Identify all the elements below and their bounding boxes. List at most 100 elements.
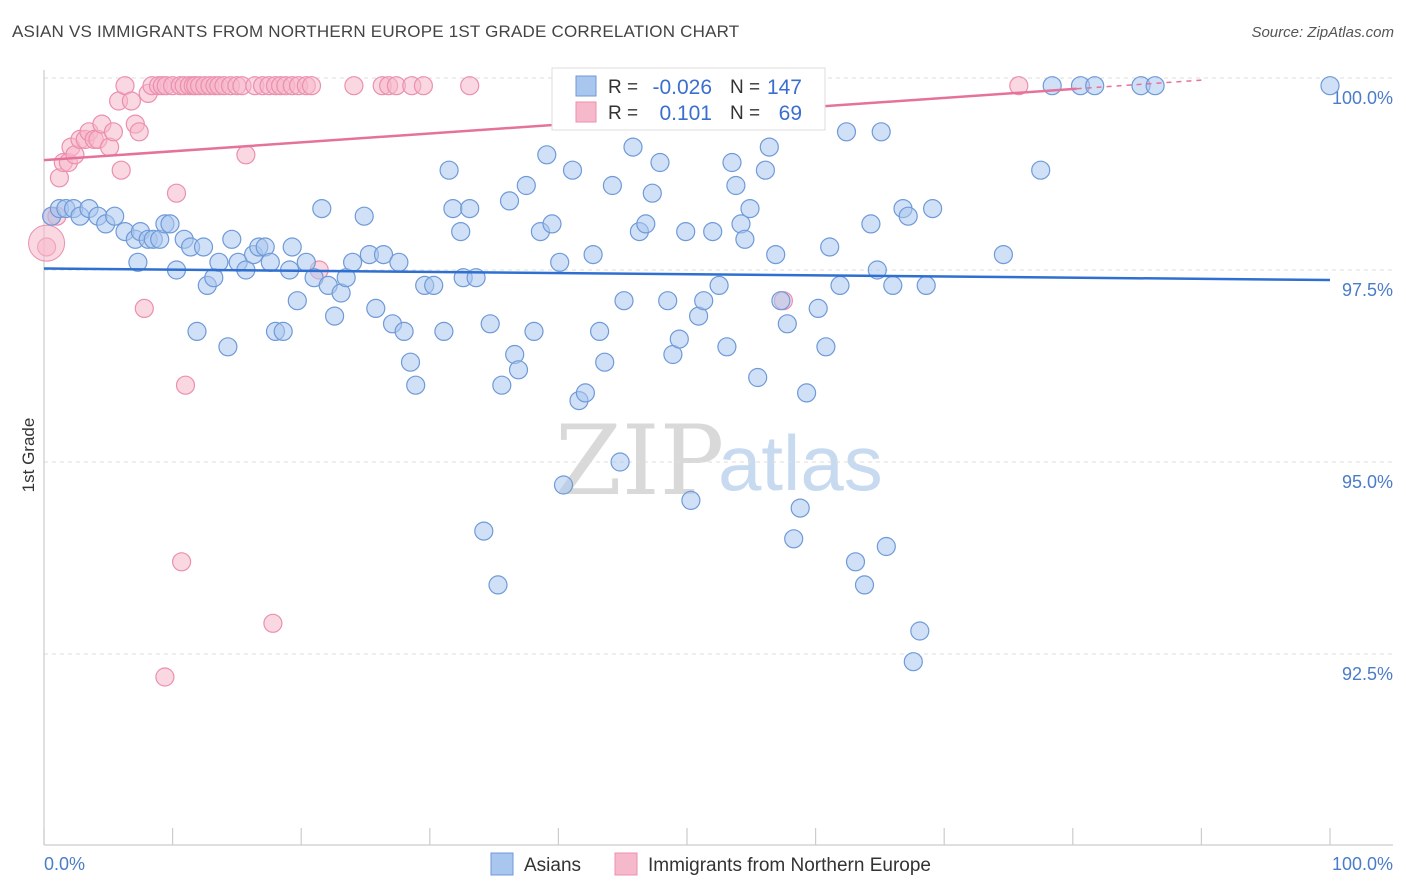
data-point-asians: [910, 621, 930, 641]
y-tick-label: 92.5%: [1342, 664, 1393, 684]
data-point-asians: [187, 321, 207, 341]
data-point-asians: [820, 237, 840, 257]
gridlines: [44, 77, 1393, 655]
legend-n-value-asians: 147: [767, 76, 802, 99]
data-point-asians: [366, 298, 386, 318]
data-point-asians: [610, 452, 630, 472]
data-point-asians: [808, 298, 828, 318]
data-point-asians: [784, 529, 804, 549]
legend-n-label-asians: N =: [730, 77, 760, 98]
data-point-asians: [312, 199, 332, 219]
data-point-immigrants-large: [28, 224, 66, 262]
data-point-immigrants: [413, 76, 433, 96]
data-point-asians: [735, 229, 755, 249]
data-point-asians: [480, 314, 500, 334]
data-point-asians: [766, 245, 786, 265]
data-point-immigrants: [1009, 76, 1029, 96]
legend-r-value-immigrants: 0.101: [659, 102, 712, 125]
data-point-asians: [759, 137, 779, 157]
series-asians: [42, 76, 1340, 672]
data-point-asians: [105, 206, 125, 226]
data-point-asians: [260, 252, 280, 272]
x-tick-label-max: 100.0%: [1332, 854, 1393, 874]
data-point-asians: [343, 252, 363, 272]
data-point-asians: [354, 206, 374, 226]
data-point-asians: [694, 291, 714, 311]
data-point-immigrants: [175, 375, 196, 395]
data-point-asians: [389, 252, 409, 272]
data-point-asians: [796, 383, 817, 403]
data-point-asians: [898, 206, 918, 226]
data-point-asians: [876, 536, 896, 557]
data-point-immigrants: [103, 122, 124, 142]
data-point-asians: [424, 275, 444, 295]
y-tick-labels: 92.5% 95.0% 97.5% 100.0%: [1332, 88, 1393, 684]
data-point-asians: [209, 252, 229, 272]
watermark: ZIP atlas: [555, 405, 883, 517]
trend-line-asians: [43, 267, 1331, 282]
data-point-asians: [287, 291, 307, 311]
data-point-asians: [193, 237, 214, 257]
data-point-asians: [642, 183, 662, 203]
data-point-asians: [439, 160, 459, 180]
data-point-asians: [883, 275, 903, 295]
data-point-asians: [740, 199, 760, 219]
data-point-immigrants: [344, 76, 364, 96]
bottom-legend-swatch-immigrants: [614, 852, 638, 876]
data-point-asians: [748, 367, 768, 388]
legend-r-value-asians: -0.026: [652, 76, 712, 99]
data-point-asians: [755, 160, 776, 180]
trend-line-immigrants-extension: [1076, 79, 1202, 90]
data-point-asians: [434, 321, 454, 341]
bottom-legend-immigrants: Immigrants from Northern Europe: [648, 855, 931, 876]
data-point-asians: [542, 214, 562, 234]
data-point-asians: [871, 122, 891, 142]
y-tick-label: 97.5%: [1342, 280, 1393, 300]
legend-n-label-immigrants: N =: [730, 103, 760, 124]
data-point-asians: [722, 152, 742, 173]
data-point-asians: [922, 199, 943, 219]
data-point-asians: [703, 222, 723, 242]
data-point-asians: [830, 275, 850, 295]
data-point-asians: [1145, 76, 1165, 96]
data-point-immigrants: [129, 122, 149, 142]
data-point-asians: [993, 245, 1014, 265]
data-point-asians: [726, 175, 746, 196]
data-point-asians: [583, 245, 603, 265]
data-point-asians: [676, 222, 696, 242]
data-point-asians: [325, 306, 345, 326]
data-point-asians: [717, 337, 737, 357]
data-point-immigrants: [263, 613, 283, 633]
data-point-asians: [669, 329, 689, 349]
y-axis-label: 1st Grade: [19, 418, 38, 493]
data-point-asians: [636, 214, 656, 234]
data-point-asians: [861, 214, 881, 234]
data-point-asians: [474, 521, 494, 541]
data-point-asians: [589, 321, 610, 341]
data-point-asians: [499, 191, 520, 211]
data-point-immigrants: [166, 183, 187, 203]
data-point-asians: [854, 575, 875, 595]
data-point-asians: [614, 291, 634, 311]
data-point-immigrants: [134, 298, 154, 318]
data-point-asians: [595, 352, 615, 372]
data-point-asians: [1031, 160, 1051, 180]
data-point-asians: [492, 375, 512, 395]
y-tick-label: 95.0%: [1342, 472, 1393, 492]
data-point-asians: [777, 314, 797, 334]
legend-r-label-asians: R =: [608, 77, 638, 98]
stats-legend: R = -0.026 N = 147 R = 0.101 N = 69: [551, 67, 826, 131]
legend-swatch-immigrants: [575, 101, 597, 123]
data-point-asians: [400, 352, 421, 372]
data-point-asians: [537, 145, 557, 165]
data-point-asians: [516, 175, 536, 196]
data-point-immigrants: [121, 91, 141, 111]
y-tick-label: 100.0%: [1332, 88, 1393, 108]
data-point-asians: [709, 275, 729, 295]
source-label: Source: ZipAtlas.com: [1251, 24, 1394, 41]
data-point-asians: [867, 260, 887, 280]
data-point-asians: [273, 321, 293, 341]
legend-n-value-immigrants: 69: [779, 102, 802, 125]
data-point-asians: [460, 199, 480, 219]
